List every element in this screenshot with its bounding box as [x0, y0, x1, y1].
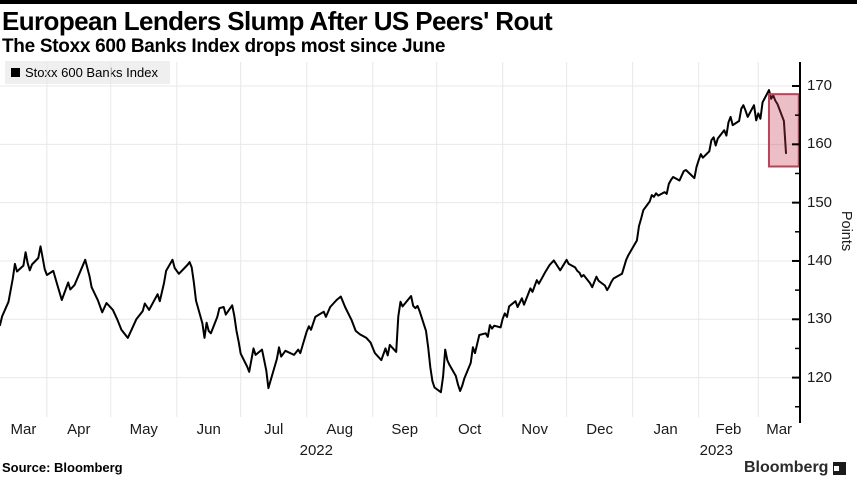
index-line	[0, 89, 787, 394]
page-subtitle: The Stoxx 600 Banks Index drops most sin…	[2, 36, 446, 57]
page-title: European Lenders Slump After US Peers' R…	[2, 6, 553, 36]
source-label: Source: Bloomberg	[2, 460, 123, 475]
x-tick-label: Dec	[586, 421, 613, 438]
y-tick-label: 150	[807, 193, 833, 211]
y-axis-title: Points	[838, 210, 854, 252]
x-tick-label: Sep	[391, 421, 419, 438]
x-axis-year-label: 2022	[299, 442, 333, 459]
top-bar	[0, 0, 857, 4]
x-tick-label: Apr	[67, 421, 91, 438]
x-tick-label: Aug	[326, 421, 354, 438]
highlight-box	[767, 93, 800, 168]
x-tick-label: Mar	[766, 421, 793, 438]
bloomberg-logo: Bloomberg	[744, 459, 847, 477]
y-tick-label: 160	[807, 135, 833, 153]
x-tick-label: May	[129, 421, 158, 438]
bloomberg-logo-text: Bloomberg	[744, 459, 829, 476]
x-tick-label: Oct	[458, 421, 482, 438]
x-tick-label: Feb	[715, 421, 742, 438]
y-tick-label: 170	[807, 77, 833, 94]
x-tick-label: Jun	[196, 421, 221, 438]
chart-legend: Stoxx 600 Banks Index	[5, 61, 170, 84]
legend-swatch-icon	[11, 68, 20, 77]
y-tick-label: 140	[807, 251, 833, 269]
y-tick-label: 130	[807, 310, 833, 328]
bloomberg-logo-icon	[833, 461, 847, 475]
x-tick-label: Jul	[264, 421, 284, 438]
y-tick-label: 120	[807, 368, 833, 386]
x-axis-year-label: 2023	[699, 442, 733, 459]
x-tick-label: Mar	[10, 421, 37, 438]
x-tick-label: Jan	[653, 421, 678, 438]
x-tick-label: Nov	[521, 421, 548, 438]
legend-label: Stoxx 600 Banks Index	[25, 65, 158, 80]
